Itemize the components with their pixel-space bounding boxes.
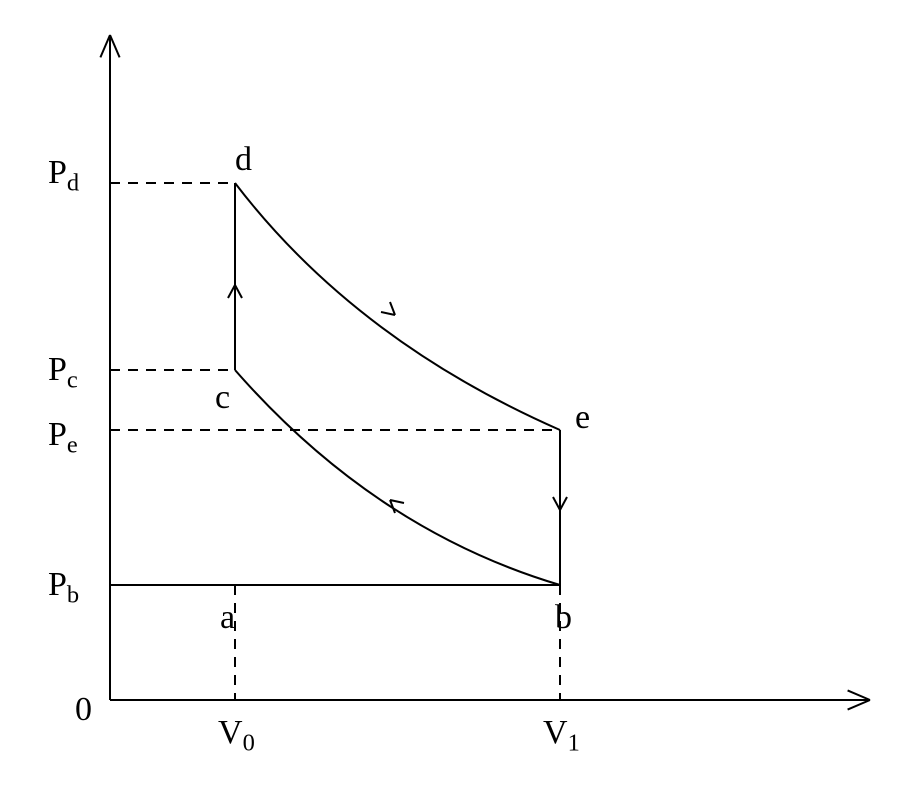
label-d: d xyxy=(235,141,252,178)
segment-de xyxy=(235,183,560,430)
label-V0: V0 xyxy=(218,714,255,756)
arrow-de xyxy=(381,302,395,315)
pv-diagram: Pd Pc Pe Pb 0 V0 V1 a b c d e xyxy=(0,0,924,796)
label-Pd: Pd xyxy=(48,154,79,196)
diagram-svg: Pd Pc Pe Pb 0 V0 V1 a b c d e xyxy=(0,0,924,796)
label-a: a xyxy=(220,599,235,636)
label-Pb: Pb xyxy=(48,566,79,608)
segment-bc xyxy=(235,370,560,585)
label-c: c xyxy=(215,379,230,416)
label-V1: V1 xyxy=(543,714,580,756)
label-Pe: Pe xyxy=(48,416,78,458)
label-b: b xyxy=(555,599,572,636)
label-Pc: Pc xyxy=(48,351,78,393)
label-e: e xyxy=(575,399,590,436)
label-O: 0 xyxy=(75,691,92,728)
